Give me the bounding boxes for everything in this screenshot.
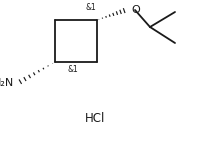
- Text: HCl: HCl: [85, 112, 105, 125]
- Text: O: O: [131, 5, 140, 15]
- Text: H₂N: H₂N: [0, 78, 14, 88]
- Text: &1: &1: [68, 65, 79, 74]
- Text: &1: &1: [86, 3, 96, 12]
